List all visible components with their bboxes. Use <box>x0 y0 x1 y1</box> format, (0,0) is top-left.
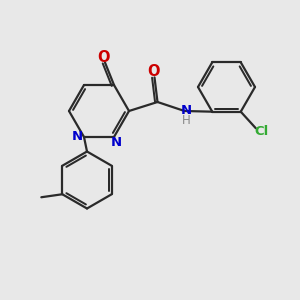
Text: N: N <box>72 130 83 143</box>
Text: O: O <box>147 64 159 80</box>
Text: O: O <box>97 50 110 64</box>
Text: H: H <box>182 114 190 127</box>
Text: N: N <box>180 104 192 117</box>
Text: N: N <box>111 136 122 149</box>
Text: Cl: Cl <box>254 125 268 138</box>
